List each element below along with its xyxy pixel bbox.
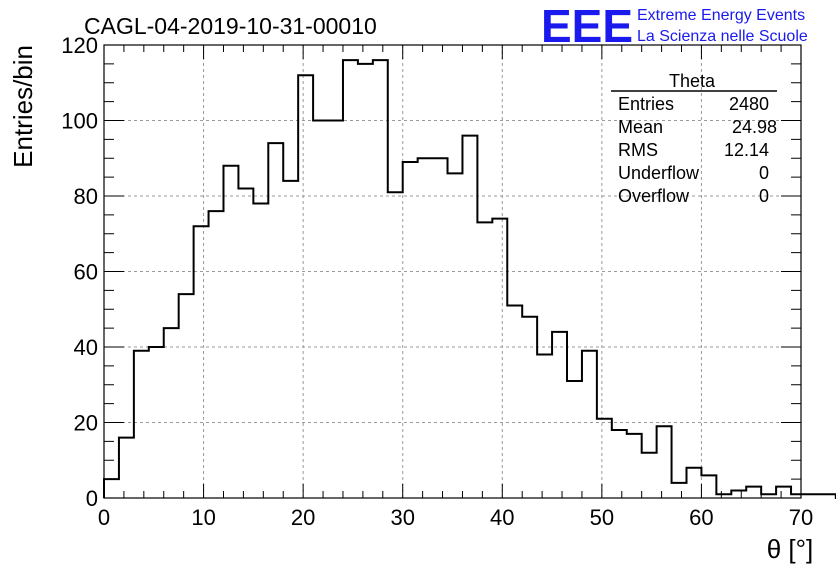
histogram-bin: [164, 328, 179, 498]
grid-lines: [104, 45, 801, 498]
logo-line-2: La Scienza nelle Scuole: [637, 28, 808, 45]
histogram-bin: [238, 188, 253, 498]
histogram-bin: [313, 121, 328, 499]
histogram-bin: [686, 468, 701, 498]
histogram-bin: [612, 430, 627, 498]
x-tick-label: 70: [789, 505, 813, 530]
histogram-bin: [582, 351, 597, 498]
stats-value-overflow: 0: [759, 186, 769, 206]
x-tick-label: 20: [291, 505, 315, 530]
histogram-bin: [672, 483, 687, 498]
axis-ticks: [103, 44, 802, 499]
histogram-bin: [657, 426, 672, 498]
stats-value-rms: 12.14: [724, 140, 769, 160]
x-tick-label: 40: [490, 505, 514, 530]
x-axis-title: θ [°]: [767, 534, 814, 564]
histogram-bin: [597, 419, 612, 498]
stats-name: Theta: [669, 71, 716, 91]
histogram-bin: [209, 211, 224, 498]
histogram-bin: [776, 487, 791, 498]
tick-labels: 0 10 20 30 40 50 60 70 0 20 40 60 80 100 120: [61, 33, 813, 530]
histogram-bin: [253, 204, 268, 498]
histogram-bin: [642, 453, 657, 498]
histogram-bins: [103, 59, 836, 499]
histogram-title: CAGL-04-2019-10-31-00010: [84, 13, 377, 39]
histogram-bin: [268, 143, 283, 498]
histogram-bin: [403, 162, 418, 498]
histogram-bin: [433, 158, 448, 498]
logo-mark: EEE: [541, 0, 633, 52]
stats-box: Theta Entries 2480 Mean 24.98 RMS 12.14 …: [611, 71, 777, 206]
histogram-bin: [134, 351, 149, 498]
x-tick-label: 10: [191, 505, 215, 530]
histogram-bin: [119, 438, 134, 498]
y-tick-label: 40: [74, 335, 98, 360]
y-tick-label: 60: [74, 260, 98, 285]
histogram-bin: [492, 219, 507, 498]
histogram-bin: [522, 317, 537, 498]
histogram-bin: [223, 166, 238, 498]
histogram-bin: [701, 475, 716, 498]
histogram-bin: [418, 158, 433, 498]
histogram-bin: [537, 355, 552, 498]
histogram-bin: [328, 121, 343, 499]
y-tick-label: 120: [61, 33, 98, 58]
logo-line-1: Extreme Energy Events: [637, 7, 805, 24]
eee-logo: EEE Extreme Energy Events La Scienza nel…: [541, 0, 808, 52]
stats-label-overflow: Overflow: [618, 186, 690, 206]
stats-label-rms: RMS: [618, 140, 658, 160]
histogram-bin: [298, 75, 313, 498]
histogram-bin: [477, 222, 492, 498]
y-tick-label: 20: [74, 411, 98, 436]
x-tick-label: 60: [689, 505, 713, 530]
histogram-bin: [731, 490, 746, 498]
histogram-bin: [179, 294, 194, 498]
histogram-outline: [103, 59, 836, 499]
histogram-bin: [627, 434, 642, 498]
y-tick-label: 0: [86, 486, 98, 511]
histogram-bin: [283, 181, 298, 498]
histogram-bin: [746, 487, 761, 498]
histogram-bin: [104, 479, 119, 498]
histogram-bin: [373, 60, 388, 498]
y-tick-label: 80: [74, 184, 98, 209]
histogram-bin: [388, 192, 403, 498]
x-tick-label: 30: [390, 505, 414, 530]
stats-value-entries: 2480: [729, 94, 769, 114]
histogram-bin: [194, 226, 209, 498]
stats-value-mean: 24.98: [732, 117, 777, 137]
x-tick-label: 0: [98, 505, 110, 530]
stats-label-underflow: Underflow: [618, 163, 700, 183]
histogram-bin: [448, 173, 463, 498]
stats-label-entries: Entries: [618, 94, 674, 114]
stats-value-underflow: 0: [759, 163, 769, 183]
histogram-bin: [507, 305, 522, 498]
y-tick-label: 100: [61, 109, 98, 134]
histogram-bin: [552, 332, 567, 498]
histogram-bin: [149, 347, 164, 498]
histogram-bin: [343, 60, 358, 498]
histogram-bin: [462, 136, 477, 498]
stats-label-mean: Mean: [618, 117, 663, 137]
histogram-bin: [358, 64, 373, 498]
histogram-bin: [567, 381, 582, 498]
x-tick-label: 50: [590, 505, 614, 530]
y-axis-title: Entries/bin: [8, 45, 38, 168]
